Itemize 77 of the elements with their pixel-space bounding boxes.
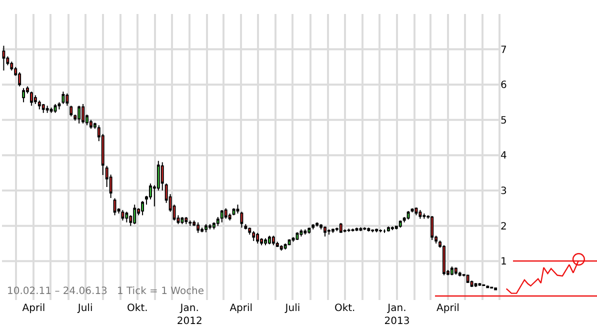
candlestick [450,266,454,276]
candlestick [383,228,386,234]
candlestick [304,228,307,236]
y-tick-label: 4 [500,150,507,162]
candlestick [188,220,192,226]
candlestick [248,227,252,236]
y-tick-label: 6 [500,80,507,92]
candlestick [339,222,342,234]
candlestick [196,222,200,234]
candlestick [256,232,260,244]
candlestick [34,94,37,105]
candlestick [327,228,330,236]
candlestick [125,211,128,223]
candlestick [208,224,212,230]
candlestick [272,235,275,246]
candlestick [280,244,283,252]
candlestick [466,274,470,284]
candlestick [2,45,6,71]
x-tick-label: Juli [284,303,300,314]
x-tick-label: Jan. 2013 [384,303,410,327]
candlestick [66,92,69,106]
x-tick-label: April [436,303,460,314]
y-tick-label: 2 [500,221,507,232]
y-tick-label: 7 [500,44,507,56]
candlestick [308,227,311,234]
x-tick-label: Juli [76,303,93,314]
y-tick-label: 5 [500,115,507,126]
x-tick-label: April [22,303,46,314]
candlestick [288,238,291,246]
candlestick [70,105,73,117]
candlestick [300,228,303,237]
x-tick-label: April [230,303,253,314]
candlestick [454,267,458,276]
candlestick [141,200,144,216]
candlestick [184,216,188,225]
candlestick [160,162,164,192]
x-tick-label: Okt. [127,303,148,314]
candlestick [406,210,410,220]
candlestick [418,209,422,220]
candlestick [268,235,271,245]
candlestick [50,107,53,114]
candlestick [38,100,41,110]
candlestick [30,91,33,106]
candlestick [58,102,61,110]
annotation: 10.02.11 – 24.06.13 1 Tick = 1 Woche [7,286,204,297]
candlestick [422,212,426,220]
y-tick-label: 3 [500,186,507,198]
candlestick [312,224,315,230]
candlestick [204,224,208,233]
candlestick [224,208,228,220]
candlestick [264,238,267,246]
candlestick [430,215,434,240]
candlestick [316,222,319,228]
candlestick [62,91,65,105]
candlestick [458,271,462,277]
candlestick [22,88,26,103]
candlestick [240,211,244,228]
candlestick [386,226,390,232]
candlestick [398,220,402,228]
candlestick [82,104,85,124]
candlestick [180,216,184,225]
candlestick [78,105,81,124]
candlestick [46,105,49,114]
candlestick [324,226,326,237]
candlestick [220,209,224,223]
x-tick-label: Jan. 2012 [176,303,202,327]
candlestick [252,230,256,242]
candlestick [284,243,287,250]
candlestick [113,198,116,216]
candlestick [133,204,136,225]
candlestick [442,244,446,276]
candlestick [236,204,240,214]
x-tick-label: Okt. [334,303,356,314]
candlestick [42,104,45,114]
y-tick-label: 1 [500,256,507,268]
candlestick [121,209,124,222]
candlestick [216,216,220,226]
